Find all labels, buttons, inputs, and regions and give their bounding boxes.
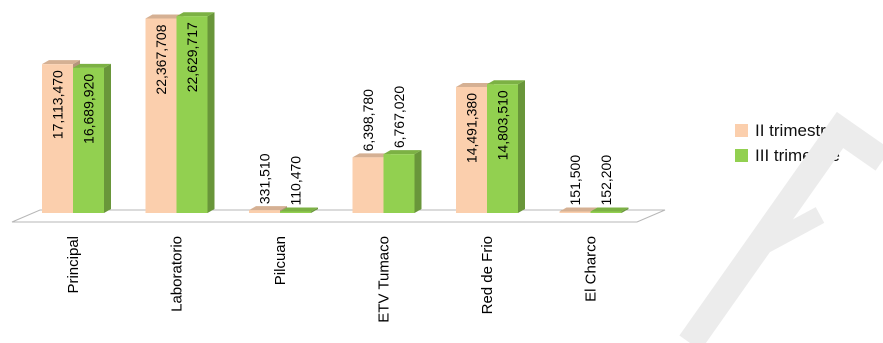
legend-swatch [735, 124, 748, 137]
bar-front [383, 154, 415, 213]
bar-side [621, 207, 629, 213]
bar-front [249, 210, 280, 213]
bar [383, 150, 422, 213]
bar-side [104, 63, 111, 213]
bar-top [73, 63, 111, 68]
value-label: 14,491,380 [464, 93, 480, 163]
bar-top [456, 82, 494, 87]
value-label: 14,803,510 [495, 90, 511, 160]
value-label: 152,200 [598, 155, 614, 206]
category-label: Red de Frio [479, 236, 496, 314]
legend: II trimestre III trimestre [735, 118, 840, 168]
bar-top [249, 206, 287, 211]
value-labels-group: 17,113,470 16,689,920 22,367,708 22,629,717… [50, 22, 615, 205]
bar [456, 82, 494, 213]
value-label: 16,689,920 [81, 74, 97, 144]
bar-top [590, 207, 629, 212]
legend-swatch [735, 149, 748, 162]
bar [73, 63, 111, 213]
bar [280, 207, 318, 213]
bar-top [487, 80, 525, 85]
legend-item-ii-trimestre: II trimestre [735, 118, 840, 143]
bar-side [518, 80, 525, 213]
category-label: Laboratorio [169, 236, 186, 312]
legend-label: III trimestre [755, 145, 841, 165]
value-label: 110,470 [288, 156, 304, 206]
legend-label: II trimestre [755, 120, 836, 140]
bar-top [559, 207, 598, 212]
value-label: 151,500 [567, 155, 583, 206]
value-label: 6,767,020 [391, 86, 407, 148]
bar-front [559, 211, 591, 213]
bar-top [145, 14, 184, 19]
value-label: 6,398,780 [360, 89, 376, 151]
bar-top [280, 207, 318, 212]
bar-front [590, 211, 622, 213]
value-label: 22,367,708 [153, 24, 169, 94]
bars-group [42, 12, 629, 214]
bar [487, 80, 525, 213]
category-label: El Charco [583, 236, 600, 302]
bar-front [145, 18, 177, 213]
category-label: Pilcuan [272, 236, 289, 285]
bar-front [176, 16, 208, 214]
bar-top [42, 60, 80, 65]
bar-front [73, 67, 104, 213]
bar-top [352, 153, 391, 158]
value-label: 331,510 [257, 153, 273, 204]
value-label: 22,629,717 [184, 22, 200, 92]
bar-front [280, 211, 311, 213]
bar-front [487, 84, 518, 213]
category-labels-group: Principal Laboratorio Pilcuan ETV Tumaco Red… [65, 236, 600, 323]
legend-item-iii-trimestre: III trimestre [735, 143, 840, 168]
value-label: 17,113,470 [50, 70, 66, 139]
bar-front [42, 64, 73, 213]
bar-front [456, 86, 487, 213]
bar [590, 207, 629, 213]
bar [176, 12, 215, 214]
bar-side [311, 207, 318, 213]
bar-front [352, 157, 384, 213]
bar-side [414, 150, 422, 213]
category-label: ETV Tumaco [376, 236, 393, 323]
bar-top [176, 12, 215, 17]
category-label: Principal [65, 236, 82, 294]
bar-side [207, 12, 215, 214]
bar-top [383, 150, 422, 155]
